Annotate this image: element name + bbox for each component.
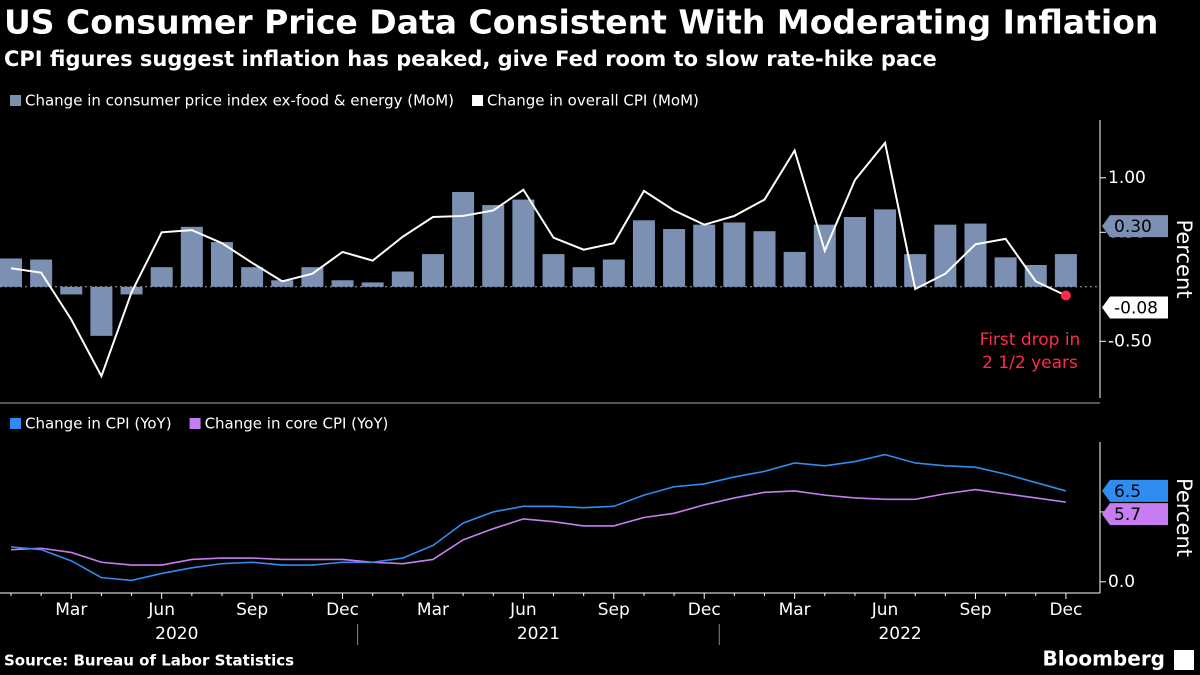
bar xyxy=(391,271,414,287)
legend-label: Change in overall CPI (MoM) xyxy=(487,92,699,110)
x-tick-label: Jun xyxy=(509,600,537,620)
bar xyxy=(964,223,987,287)
x-tick-label: Jun xyxy=(871,600,899,620)
bar xyxy=(331,280,354,287)
x-tick-label: Jun xyxy=(147,600,175,620)
legend-label: Change in core CPI (YoY) xyxy=(205,415,389,433)
highlight-dot xyxy=(1060,290,1071,301)
x-tick-label: Sep xyxy=(959,600,991,620)
bar xyxy=(663,229,686,287)
chart-title: US Consumer Price Data Consistent With M… xyxy=(4,3,1158,42)
legend-label: Change in consumer price index ex-food &… xyxy=(25,92,454,110)
x-tick-label: Sep xyxy=(598,600,630,620)
source: Source: Bureau of Labor Statistics xyxy=(4,652,294,670)
value-badge xyxy=(1102,215,1168,238)
bar xyxy=(723,222,746,287)
bar xyxy=(0,258,22,287)
bar xyxy=(542,254,565,287)
bar xyxy=(1024,264,1047,287)
bar xyxy=(180,226,203,287)
line xyxy=(10,453,1067,582)
value-badge xyxy=(1102,503,1168,526)
x-tick-label: Dec xyxy=(1049,600,1082,620)
year-label: 2021 xyxy=(517,624,560,644)
line xyxy=(10,140,1067,379)
bar xyxy=(572,267,595,287)
bar xyxy=(512,199,535,287)
value-badge xyxy=(1102,296,1168,319)
bar xyxy=(602,259,625,287)
year-label: 2022 xyxy=(878,624,921,644)
legend-swatch xyxy=(10,95,21,106)
bar xyxy=(1054,254,1077,287)
annotation: First drop in xyxy=(980,330,1081,350)
bar xyxy=(271,280,294,287)
bar xyxy=(452,191,475,287)
bar xyxy=(994,257,1017,287)
x-tick-label: Dec xyxy=(326,600,359,620)
y-tick-label: 1.00 xyxy=(1108,168,1146,188)
bar xyxy=(874,209,897,287)
y-axis-title: Percent xyxy=(1172,219,1196,298)
value-badge-label: -0.08 xyxy=(1114,299,1158,319)
legend-swatch xyxy=(472,95,484,106)
x-tick-label: Sep xyxy=(236,600,268,620)
value-badge-label: 0.30 xyxy=(1114,217,1152,237)
brand: Bloomberg xyxy=(1043,647,1165,671)
x-tick-label: Dec xyxy=(688,600,721,620)
bar xyxy=(60,286,83,295)
value-badge-label: 5.7 xyxy=(1114,505,1141,525)
bar xyxy=(301,267,324,287)
bar xyxy=(210,242,233,287)
bar xyxy=(783,251,806,287)
chart-subtitle: CPI figures suggest inflation has peaked… xyxy=(4,47,937,71)
legend-swatch xyxy=(189,418,201,429)
bar xyxy=(904,254,927,287)
bar xyxy=(150,267,173,287)
bar xyxy=(90,286,113,336)
value-badge-label: 6.5 xyxy=(1114,482,1141,502)
bar xyxy=(361,282,384,287)
year-label: 2020 xyxy=(155,624,198,644)
line xyxy=(10,488,1067,566)
bar xyxy=(421,254,444,287)
y-axis-title: Percent xyxy=(1172,478,1196,557)
bar xyxy=(843,217,866,287)
x-tick-label: Mar xyxy=(779,600,811,620)
value-badge xyxy=(1102,479,1168,502)
bar xyxy=(693,224,716,287)
bar xyxy=(934,224,957,287)
legend-swatch xyxy=(10,418,21,429)
y-tick-label: 0.0 xyxy=(1108,572,1135,592)
bar xyxy=(632,220,655,287)
bar xyxy=(482,205,505,287)
annotation: 2 1/2 years xyxy=(982,353,1078,373)
legend-label: Change in CPI (YoY) xyxy=(25,415,172,433)
brand-icon xyxy=(1174,650,1194,670)
y-tick-label: -0.50 xyxy=(1108,331,1152,351)
bar xyxy=(241,267,264,287)
x-tick-label: Mar xyxy=(55,600,87,620)
bar xyxy=(753,231,776,287)
x-tick-label: Mar xyxy=(417,600,449,620)
